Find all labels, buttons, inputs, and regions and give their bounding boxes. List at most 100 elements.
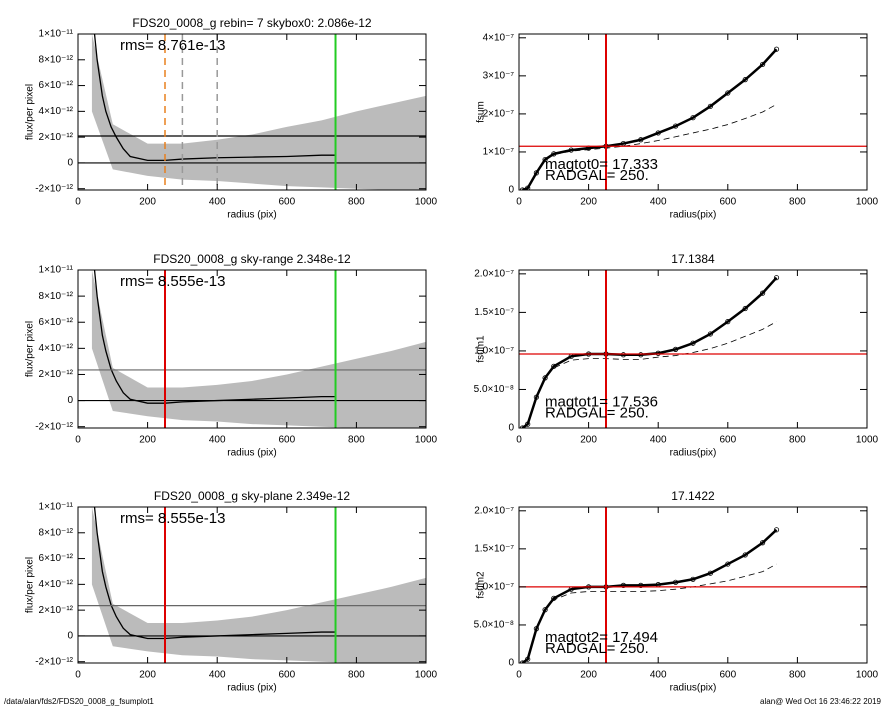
fsum-point bbox=[533, 626, 540, 632]
x-axis-label: radius (pix) bbox=[227, 448, 276, 459]
y-tick-label: 2×10⁻¹² bbox=[39, 369, 74, 380]
fsum-point bbox=[551, 363, 557, 369]
y-tick-label: 6×10⁻¹² bbox=[39, 317, 74, 328]
chart-title: 17.1384 bbox=[671, 252, 715, 266]
chart-title: FDS20_0008_g sky-plane 2.349e-12 bbox=[154, 489, 350, 503]
plot-area bbox=[78, 507, 426, 663]
x-tick-label: 400 bbox=[209, 435, 226, 446]
fsum-point bbox=[707, 570, 714, 576]
x-tick-label: 1000 bbox=[415, 670, 438, 681]
annotation: magtot2= 17.494 bbox=[545, 629, 658, 646]
x-tick-label: 200 bbox=[139, 670, 156, 681]
fsum-point bbox=[725, 90, 731, 96]
axes-frame bbox=[77, 269, 427, 429]
y-tick-label: 8×10⁻¹² bbox=[39, 291, 74, 302]
fsum-point bbox=[568, 147, 574, 153]
fsum-point bbox=[620, 582, 627, 588]
fsum-point bbox=[638, 352, 644, 358]
x-tick-label: 0 bbox=[75, 435, 81, 446]
fsum-point bbox=[672, 123, 679, 129]
y-tick-label: 8×10⁻¹² bbox=[39, 527, 74, 538]
x-tick-label: 600 bbox=[278, 435, 295, 446]
y-tick-label: 4×10⁻¹² bbox=[39, 579, 74, 590]
x-tick-label: 0 bbox=[516, 197, 522, 208]
x-tick-label: 800 bbox=[789, 197, 806, 208]
chart-title: 17.1422 bbox=[671, 489, 715, 503]
plot-area bbox=[519, 270, 867, 428]
y-tick-label: 2×10⁻⁷ bbox=[483, 109, 515, 120]
fsum-point bbox=[620, 352, 627, 358]
x-tick-label: 0 bbox=[75, 197, 81, 208]
fsum-point bbox=[638, 137, 644, 143]
fsum-point bbox=[707, 331, 714, 337]
y-tick-label: 0 bbox=[508, 423, 514, 434]
fsum-point bbox=[759, 290, 766, 296]
fsum-point bbox=[690, 576, 696, 582]
y-axis-label: flux/per pixel bbox=[25, 84, 36, 140]
x-tick-label: 800 bbox=[348, 197, 365, 208]
footer-date: alan@ Wed Oct 16 23:46:22 2019 bbox=[760, 697, 881, 706]
y-tick-label: 5.0×10⁻⁸ bbox=[474, 620, 514, 631]
y-tick-label: 5.0×10⁻⁸ bbox=[474, 384, 514, 395]
profile-line bbox=[93, 270, 336, 404]
axes-frame bbox=[518, 269, 868, 429]
fsum-point bbox=[707, 103, 714, 109]
plot-area bbox=[78, 34, 426, 190]
y-tick-label: 0 bbox=[67, 158, 73, 169]
scatter-cloud bbox=[91, 507, 426, 663]
axes-frame bbox=[77, 33, 427, 191]
y-tick-label: 1.0×10⁻⁷ bbox=[474, 582, 514, 593]
y-tick-label: 4×10⁻¹² bbox=[39, 343, 74, 354]
annotation: RADGAL= 250. bbox=[545, 167, 649, 184]
x-tick-label: 200 bbox=[139, 197, 156, 208]
y-tick-label: 0 bbox=[67, 395, 73, 406]
x-tick-label: 600 bbox=[278, 197, 295, 208]
x-tick-label: 200 bbox=[580, 435, 597, 446]
y-tick-label: 1×10⁻¹¹ bbox=[39, 265, 74, 276]
fsum-curve bbox=[521, 528, 778, 663]
x-tick-label: 400 bbox=[209, 670, 226, 681]
y-axis-label: flux/per pixel bbox=[25, 321, 36, 377]
fsum-point bbox=[725, 561, 731, 567]
annotation: RADGAL= 250. bbox=[545, 640, 649, 657]
x-tick-label: 1000 bbox=[856, 670, 879, 681]
x-tick-label: 800 bbox=[789, 435, 806, 446]
axes-frame bbox=[518, 506, 868, 664]
fsum-point bbox=[655, 350, 661, 356]
fsum-point bbox=[542, 607, 548, 613]
y-tick-label: 2×10⁻¹² bbox=[39, 132, 74, 143]
x-tick-label: 400 bbox=[650, 197, 667, 208]
axes-frame bbox=[518, 33, 868, 191]
y-tick-label: 2×10⁻¹² bbox=[39, 605, 74, 616]
x-tick-label: 200 bbox=[580, 670, 597, 681]
fsum-point bbox=[519, 187, 526, 190]
fsum-point bbox=[690, 340, 696, 346]
x-tick-label: 600 bbox=[719, 197, 736, 208]
fsum-point bbox=[759, 61, 766, 68]
y-tick-label: 4×10⁻¹² bbox=[39, 106, 74, 117]
x-tick-label: 1000 bbox=[856, 197, 879, 208]
scatter-cloud bbox=[91, 34, 426, 190]
x-tick-label: 1000 bbox=[856, 435, 879, 446]
x-tick-label: 400 bbox=[650, 435, 667, 446]
y-tick-label: 1.5×10⁻⁷ bbox=[474, 307, 514, 318]
y-tick-label: 6×10⁻¹² bbox=[39, 553, 74, 564]
fsum-point bbox=[551, 595, 557, 601]
fsum-point bbox=[690, 115, 696, 121]
y-tick-label: 1×10⁻⁷ bbox=[483, 147, 515, 158]
x-axis-label: radius(pix) bbox=[670, 210, 717, 221]
x-tick-label: 400 bbox=[650, 670, 667, 681]
x-axis-label: radius(pix) bbox=[670, 448, 717, 459]
y-tick-label: 2.0×10⁻⁷ bbox=[474, 268, 514, 279]
y-axis-label: flux/per pixel bbox=[25, 557, 36, 613]
annotation: rms= 8.761e-13 bbox=[120, 37, 225, 54]
fsum-curve bbox=[522, 48, 778, 190]
x-tick-label: 800 bbox=[348, 435, 365, 446]
fsum-point bbox=[655, 130, 661, 136]
fsum-point bbox=[672, 579, 679, 585]
y-tick-label: 2.0×10⁻⁷ bbox=[474, 505, 514, 516]
x-tick-label: 600 bbox=[719, 670, 736, 681]
fsum-point bbox=[525, 656, 531, 662]
fsum-point bbox=[542, 156, 548, 163]
